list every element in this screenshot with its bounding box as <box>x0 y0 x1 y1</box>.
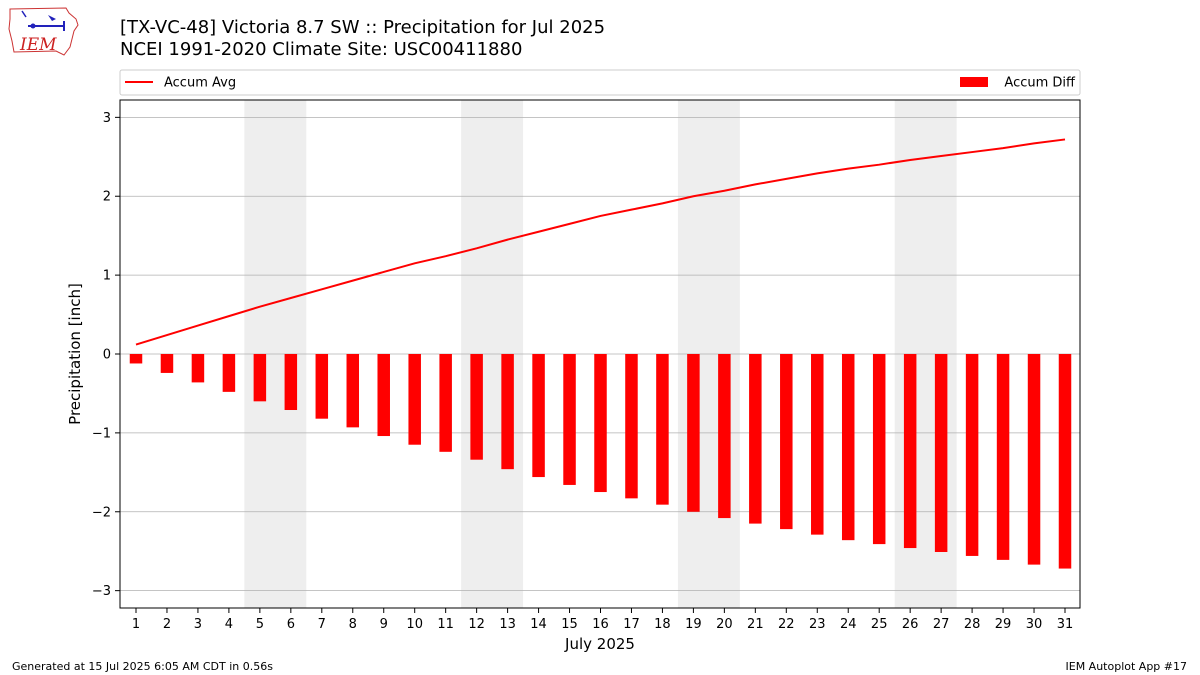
x-tick-label: 13 <box>499 617 516 632</box>
x-tick-label: 18 <box>654 617 671 632</box>
diff-bar-15 <box>563 354 576 485</box>
x-tick-label: 15 <box>561 617 578 632</box>
legend-entry-accum-diff: Accum Diff <box>1004 76 1076 91</box>
x-tick-label: 17 <box>623 617 640 632</box>
x-tick-label: 29 <box>995 617 1012 632</box>
diff-bar-11 <box>439 354 452 452</box>
diff-bar-17 <box>625 354 638 499</box>
legend-box <box>119 69 1081 96</box>
diff-bar-16 <box>594 354 607 493</box>
diff-bar-7 <box>315 354 329 419</box>
legend: Accum Avg Accum Diff <box>119 69 1081 96</box>
x-tick-label: 21 <box>747 617 764 632</box>
chart-title: [TX-VC-48] Victoria 8.7 SW :: Precipitat… <box>120 17 606 38</box>
x-tick-label: 23 <box>809 617 826 632</box>
y-tick-label: 3 <box>103 111 111 126</box>
x-tick-label: 7 <box>318 617 326 632</box>
diff-bar-21 <box>749 354 762 524</box>
x-tick-label: 1 <box>132 617 140 632</box>
diff-bar-1 <box>129 354 143 364</box>
logo-text: IEM <box>19 35 57 55</box>
diff-bar-2 <box>160 354 174 373</box>
x-tick-label: 22 <box>778 617 795 632</box>
x-tick-label: 8 <box>349 617 357 632</box>
y-tick-label: 0 <box>103 348 111 363</box>
x-tick-label: 12 <box>468 617 485 632</box>
diff-bar-18 <box>656 354 669 505</box>
diff-bar-10 <box>408 354 421 445</box>
x-tick-label: 10 <box>406 617 423 632</box>
x-tick-label: 2 <box>163 617 171 632</box>
x-tick-label: 4 <box>225 617 233 632</box>
accum-avg-line <box>135 138 1066 346</box>
x-tick-label: 19 <box>685 617 702 632</box>
footer-generated-text: Generated at 15 Jul 2025 6:05 AM CDT in … <box>12 660 273 673</box>
x-tick-label: 11 <box>437 617 454 632</box>
x-tick-label: 3 <box>194 617 202 632</box>
diff-bar-19 <box>687 354 700 512</box>
iem-logo: IEM <box>6 5 82 60</box>
x-tick-label: 30 <box>1026 617 1043 632</box>
x-tick-label: 16 <box>592 617 609 632</box>
x-tick-label: 5 <box>256 617 264 632</box>
x-tick-label: 14 <box>530 617 547 632</box>
y-axis-label: Precipitation [inch] <box>66 283 84 425</box>
diff-bar-8 <box>346 354 360 428</box>
x-tick-label: 28 <box>964 617 981 632</box>
diff-bar-20 <box>718 354 731 519</box>
diff-bar-30 <box>1027 354 1041 565</box>
diff-bar-12 <box>470 354 483 460</box>
diff-bar-14 <box>532 354 545 478</box>
diff-bar-5 <box>253 354 267 402</box>
footer-app-text: IEM Autoplot App #17 <box>1065 660 1188 673</box>
x-tick-label: 20 <box>716 617 733 632</box>
x-tick-label: 26 <box>902 617 919 632</box>
diff-bar-26 <box>903 354 917 549</box>
diff-bar-29 <box>996 354 1010 560</box>
legend-bar-swatch <box>960 77 988 87</box>
x-axis-label: July 2025 <box>564 635 635 653</box>
diff-bar-24 <box>841 354 855 541</box>
diff-bar-13 <box>501 354 514 470</box>
diff-bar-6 <box>284 354 298 411</box>
diff-bar-3 <box>191 354 205 383</box>
legend-entry-accum-avg: Accum Avg <box>164 76 236 91</box>
x-tick-label: 9 <box>380 617 388 632</box>
diff-bar-4 <box>222 354 236 392</box>
y-tick-label: −1 <box>92 426 111 441</box>
x-tick-label: 27 <box>933 617 950 632</box>
diff-bar-9 <box>377 354 390 437</box>
x-tick-label: 25 <box>871 617 888 632</box>
diff-bar-22 <box>780 354 793 530</box>
chart-subtitle: NCEI 1991-2020 Climate Site: USC00411880 <box>120 39 523 60</box>
diff-bar-27 <box>934 354 948 552</box>
diff-bar-23 <box>811 354 824 535</box>
y-tick-label: −2 <box>92 505 111 520</box>
diff-bar-28 <box>965 354 979 556</box>
x-tick-label: 31 <box>1057 617 1074 632</box>
y-tick-label: 2 <box>103 190 111 205</box>
y-tick-label: −3 <box>92 584 111 599</box>
y-tick-label: 1 <box>103 269 111 284</box>
diff-bar-25 <box>872 354 886 545</box>
diff-bar-31 <box>1058 354 1072 569</box>
x-tick-label: 6 <box>287 617 295 632</box>
x-tick-label: 24 <box>840 617 857 632</box>
